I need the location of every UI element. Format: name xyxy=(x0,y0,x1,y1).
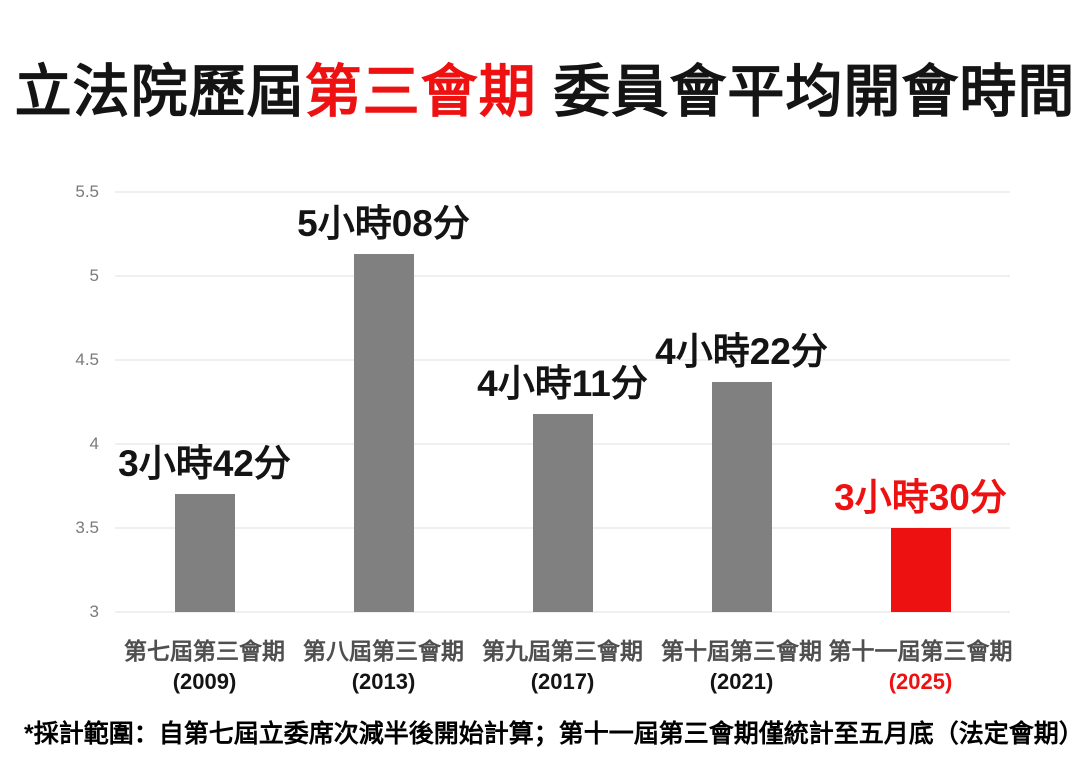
gridline-5.5 xyxy=(115,191,1010,193)
bar-value-label-4: 4小時22分 xyxy=(655,330,828,372)
y-tick-label-5: 5 xyxy=(89,266,99,285)
gridline-5 xyxy=(115,275,1010,277)
bar-value-label-3: 4小時11分 xyxy=(477,362,648,404)
y-tick-label-4.5: 4.5 xyxy=(75,350,99,369)
x-axis-session-label-2: 第八屆第三會期 xyxy=(303,638,464,664)
x-axis-session-label-1: 第七屆第三會期 xyxy=(124,638,285,664)
gridline-3 xyxy=(115,611,1010,613)
y-tick-label-5.5: 5.5 xyxy=(75,182,99,201)
x-axis-session-label-4: 第十屆第三會期 xyxy=(661,638,822,664)
footnote: *採計範圍：自第七屆立委席次減半後開始計算；第十一屆第三會期僅統計至五月底（法定… xyxy=(24,720,1084,748)
bar-chart-plot-area: 3 3.5 4 4.5 5 5.5 3小時42分第七屆第三會期 (2009) 5小時08分第八屆… xyxy=(75,182,1012,694)
x-axis-year-label-1: (2009) xyxy=(172,669,237,694)
x-axis-year-label-4: (2021) xyxy=(709,669,774,694)
y-tick-label-4: 4 xyxy=(89,434,99,453)
x-axis-session-label-5: 第十一屆第三會期 xyxy=(828,638,1013,664)
x-axis-year-label-3: (2017) xyxy=(530,669,595,694)
bar-5 xyxy=(890,528,951,612)
bar-2 xyxy=(353,254,414,612)
x-axis-year-label-5: (2025) xyxy=(888,669,953,694)
title-highlight: 第三會期 xyxy=(304,60,537,124)
title-suffix: 委員會平均開會時間 xyxy=(536,60,1076,124)
y-tick-label-3: 3 xyxy=(89,602,99,621)
x-axis-session-label-3: 第九屆第三會期 xyxy=(482,638,643,664)
bar-4 xyxy=(711,381,772,612)
chart-title: 立法院歷屆第三會期 委員會平均開會時間 xyxy=(0,60,1090,126)
bar-3 xyxy=(532,413,593,612)
bar-value-label-2: 5小時08分 xyxy=(297,203,470,245)
x-axis-year-label-2: (2013) xyxy=(351,669,416,694)
bar-value-label-1: 3小時42分 xyxy=(118,443,291,485)
title-prefix: 立法院歷屆 xyxy=(14,60,305,124)
bar-1 xyxy=(174,494,235,612)
bar-value-label-5: 3小時30分 xyxy=(834,477,1007,518)
gridline-4.5 xyxy=(115,359,1010,361)
y-tick-label-3.5: 3.5 xyxy=(75,518,99,537)
